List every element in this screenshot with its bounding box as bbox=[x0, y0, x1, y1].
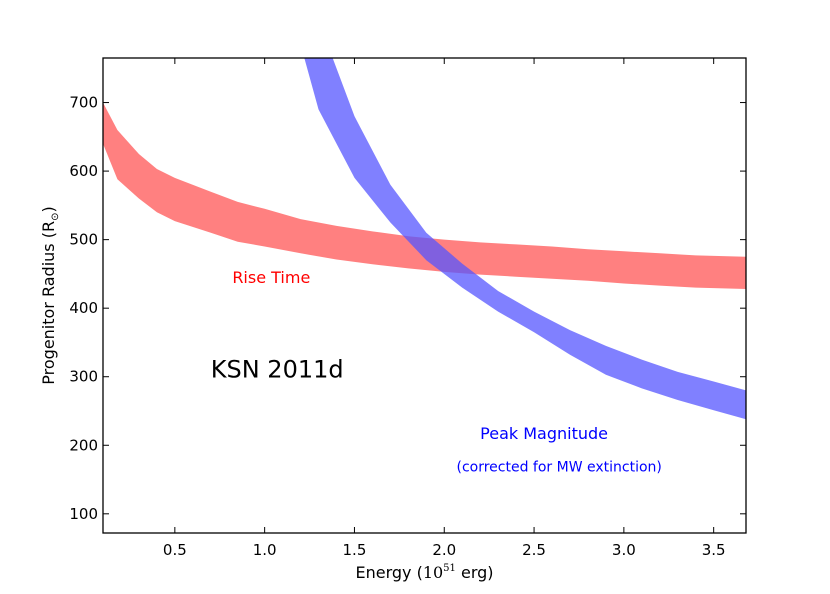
x-tick-label: 1.5 bbox=[343, 541, 367, 559]
y-tick-label: 300 bbox=[69, 368, 98, 386]
y-tick-label: 700 bbox=[69, 94, 98, 112]
plot-area bbox=[103, 58, 746, 420]
x-tick-label: 3.5 bbox=[702, 541, 726, 559]
x-tick-label: 2.0 bbox=[432, 541, 456, 559]
annotation-peak-magnitude: Peak Magnitude bbox=[480, 424, 608, 443]
x-tick-label: 1.0 bbox=[253, 541, 277, 559]
x-tick-label: 0.5 bbox=[163, 541, 187, 559]
annotation-rise-time: Rise Time bbox=[232, 268, 310, 287]
y-tick-label: 200 bbox=[69, 436, 98, 454]
annotations: Rise Time KSN 2011d Peak Magnitude (correct… bbox=[211, 268, 662, 475]
annotation-corrected-for-mw-extinction: (corrected for MW extinction) bbox=[457, 459, 662, 475]
y-tick-label: 400 bbox=[69, 299, 98, 317]
peak-magnitude-band bbox=[304, 58, 746, 420]
x-tick-label: 3.0 bbox=[612, 541, 636, 559]
y-tick-label: 500 bbox=[69, 231, 98, 249]
plot-frame bbox=[102, 57, 747, 534]
y-axis-label: Progenitor Radius (R⊙) bbox=[39, 206, 61, 384]
y-tick-label: 100 bbox=[69, 505, 98, 523]
y-tick-label: 600 bbox=[69, 162, 98, 180]
annotation-ksn-2011d: KSN 2011d bbox=[211, 355, 344, 383]
axis-ticks: 0.5 1.0 1.5 2.0 2.5 3.0 3.5 100 200 300 400 500 600 7… bbox=[69, 58, 746, 559]
rise-time-band bbox=[103, 102, 746, 289]
x-axis-label: Energy (1051 erg) bbox=[355, 563, 493, 582]
x-tick-label: 2.5 bbox=[522, 541, 546, 559]
